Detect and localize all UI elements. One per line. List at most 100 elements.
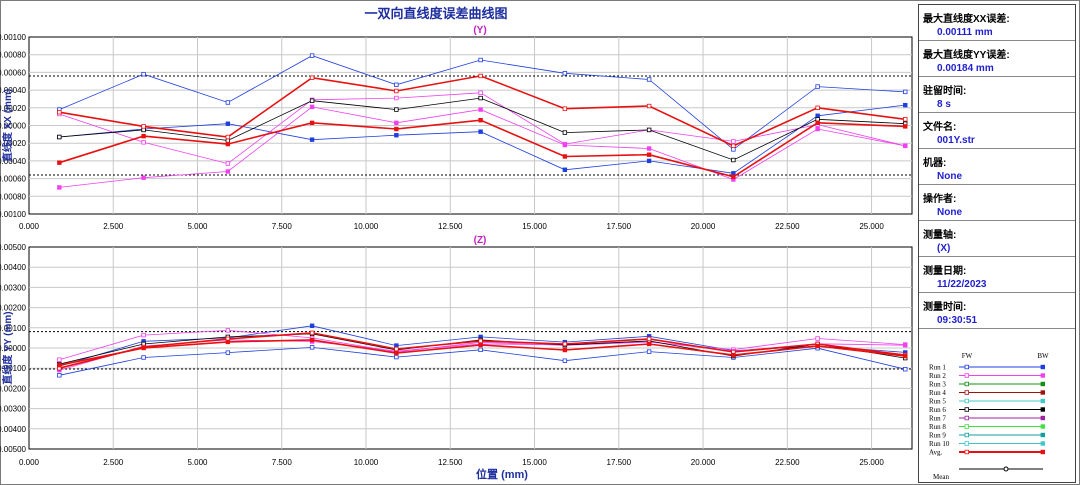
info-label: 测量时间: <box>923 302 967 313</box>
legend-bw-marker <box>1040 390 1045 395</box>
data-point <box>57 110 62 115</box>
legend-bw-marker <box>1040 415 1045 421</box>
y-tick-label: 0.00100 <box>0 33 27 42</box>
legend-entry-label: Run 10 <box>929 440 950 448</box>
data-point <box>815 105 820 110</box>
x-tick-label: 10.000 <box>354 458 379 467</box>
plot-subtitle: (Y) <box>473 25 486 36</box>
y-tick-label: -0.00020 <box>0 139 27 148</box>
y-tick-label: 0.00000 <box>0 122 27 131</box>
data-point <box>903 143 908 149</box>
data-point <box>903 367 908 372</box>
data-point <box>731 352 736 358</box>
data-point <box>731 174 736 180</box>
data-point <box>57 357 62 362</box>
legend-bw-marker <box>1040 432 1045 438</box>
x-tick-label: 12.500 <box>438 458 463 467</box>
data-point <box>141 355 146 360</box>
y-tick-label: -0.00500 <box>0 445 27 454</box>
data-point <box>903 124 908 129</box>
legend-bw-label: BW <box>1037 352 1049 360</box>
data-point <box>57 160 62 165</box>
info-divider <box>919 220 1075 221</box>
info-value: 11/22/2023 <box>937 279 987 290</box>
legend-bw-marker <box>1040 441 1045 446</box>
data-point <box>309 104 315 110</box>
data-point <box>478 117 483 123</box>
info-divider <box>919 76 1075 77</box>
legend-entry-label: Avg. <box>929 449 943 457</box>
data-point <box>731 147 736 152</box>
x-axis-label: 位置 (mm) <box>476 467 528 481</box>
data-point <box>562 106 568 111</box>
legend-bw-marker <box>1040 381 1045 387</box>
legend-mean-marker <box>1003 466 1009 472</box>
legend-fw-marker <box>964 441 969 446</box>
plot-top: 0.000 2.500 5.000 7.500 10.000 12.500 15.000 17… <box>0 25 913 231</box>
data-point <box>731 143 736 149</box>
data-point <box>646 127 652 133</box>
info-panel: 最大直线度XX误差: 0.00111 mm 最大直线度YY误差: 0.00184 mm… <box>918 4 1076 483</box>
data-point <box>562 71 568 76</box>
legend-mean-label: Mean <box>933 473 949 481</box>
data-point <box>225 339 231 345</box>
info-label: 最大直线度XX误差: <box>923 14 1010 25</box>
data-point <box>646 341 652 347</box>
info-divider <box>919 256 1075 257</box>
legend-fw-marker <box>964 415 969 421</box>
info-divider <box>919 40 1075 41</box>
legend-fw-marker <box>964 390 969 395</box>
data-point <box>478 129 483 134</box>
plot-subtitle: (Z) <box>474 235 487 246</box>
x-tick-label: 15.000 <box>522 222 547 231</box>
legend-entry-label: Run 3 <box>929 381 946 389</box>
data-point <box>394 120 399 126</box>
legend-entry-label: Run 5 <box>929 398 946 406</box>
y-tick-label: 0.00200 <box>0 304 27 313</box>
data-point <box>731 157 736 163</box>
data-point <box>646 103 652 109</box>
x-tick-label: 12.500 <box>438 222 463 231</box>
y-tick-label: 0.00020 <box>0 104 27 113</box>
legend-entry-label: Run 9 <box>929 432 946 440</box>
data-point <box>141 140 146 145</box>
legend-entry-label: Run 6 <box>929 406 946 414</box>
data-point <box>57 134 62 140</box>
legend-fw-marker <box>964 432 969 438</box>
info-divider <box>919 292 1075 293</box>
data-point <box>394 95 399 101</box>
y-tick-label: -0.00200 <box>0 384 27 393</box>
data-point <box>141 332 146 338</box>
legend-fw-marker <box>964 449 969 455</box>
y-tick-label: -0.00100 <box>0 210 27 219</box>
data-point <box>225 121 231 126</box>
data-point <box>562 167 568 172</box>
legend-entry-label: Run 2 <box>929 372 946 380</box>
y-tick-label: 0.00040 <box>0 86 27 95</box>
x-tick-label: 0.000 <box>19 222 40 231</box>
data-point <box>562 358 568 363</box>
data-point <box>815 117 820 122</box>
data-point <box>141 127 146 133</box>
legend-fw-marker <box>964 407 969 412</box>
info-divider <box>919 112 1075 113</box>
data-point <box>309 330 315 336</box>
info-label: 驻留时间: <box>923 86 967 97</box>
data-point <box>394 126 399 132</box>
x-tick-label: 22.500 <box>775 222 800 231</box>
chart-title: 一双向直线度误差曲线图 <box>364 6 507 21</box>
info-value: 8 s <box>937 99 951 110</box>
legend-entry-label: Run 8 <box>929 423 946 431</box>
legend-fw-label: FW <box>962 352 973 360</box>
x-tick-label: 20.000 <box>691 222 716 231</box>
data-point <box>815 113 820 118</box>
data-point <box>225 100 231 105</box>
x-tick-label: 2.500 <box>103 222 124 231</box>
data-point <box>225 328 231 333</box>
legend-bw-marker <box>1040 373 1045 378</box>
info-value: 0.00184 mm <box>937 63 994 74</box>
y-axis-label: 直线度 XX (mm) <box>1 89 14 162</box>
data-point <box>141 71 146 77</box>
